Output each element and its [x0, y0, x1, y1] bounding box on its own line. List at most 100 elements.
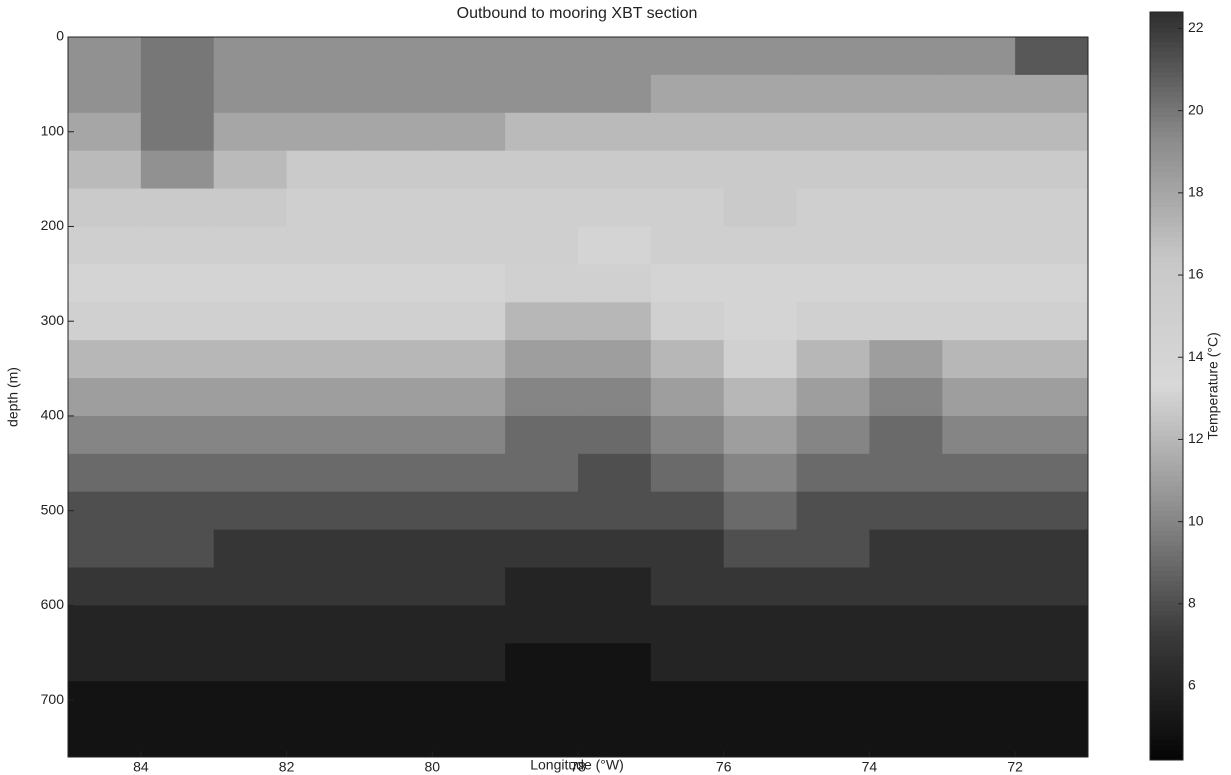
heat-cell — [68, 567, 142, 606]
heat-cell — [213, 37, 288, 76]
colorbar-strip — [1150, 680, 1183, 686]
heat-cell — [213, 302, 288, 341]
colorbar-tick-label: 10 — [1188, 512, 1204, 528]
heat-cell — [286, 150, 360, 190]
heat-cell — [213, 188, 288, 227]
heat-cell — [213, 74, 288, 114]
heat-cell — [650, 491, 725, 531]
heat-cell — [869, 378, 943, 417]
colorbar-strip — [1150, 595, 1183, 601]
heat-cell — [723, 453, 798, 493]
heat-cell — [650, 302, 725, 341]
colorbar-strip — [1150, 301, 1183, 307]
colorbar-strip — [1150, 191, 1183, 198]
heat-cell — [505, 529, 579, 569]
heat-cell — [942, 529, 1016, 569]
colorbar-strip — [1150, 390, 1183, 397]
colorbar-strip — [1150, 321, 1183, 327]
heat-cell — [650, 378, 725, 417]
heat-cell — [213, 529, 288, 569]
colorbar-strip — [1150, 31, 1183, 38]
heat-cell — [796, 188, 870, 227]
colorbar-strip — [1150, 520, 1183, 527]
heat-cell — [869, 302, 943, 341]
heat-cell — [68, 188, 142, 227]
heat-cell — [140, 340, 215, 379]
heat-cell — [359, 491, 433, 531]
heat-cell — [286, 37, 360, 76]
heat-cell — [796, 37, 870, 76]
colorbar-strip — [1150, 465, 1183, 472]
heat-cell — [140, 605, 215, 644]
heat-cell — [286, 605, 360, 644]
heat-cell — [723, 681, 798, 720]
heat-cell — [650, 112, 725, 152]
heat-cell — [286, 226, 360, 265]
heat-cell — [1015, 605, 1089, 644]
heat-cell — [1015, 340, 1089, 379]
heat-cell — [578, 453, 652, 493]
heat-cell — [578, 529, 652, 569]
heat-cell — [140, 188, 215, 227]
colorbar-strip — [1150, 176, 1183, 183]
heat-cell — [68, 74, 142, 114]
heat-cell — [1015, 264, 1089, 303]
heat-cell — [68, 605, 142, 644]
heat-cell — [869, 453, 943, 493]
heat-cell — [942, 681, 1016, 720]
heat-cell — [869, 37, 943, 76]
heat-cell — [432, 302, 506, 341]
colorbar-strip — [1150, 430, 1183, 437]
colorbar-strip — [1150, 166, 1183, 173]
colorbar-strip — [1150, 131, 1183, 138]
heat-cell — [578, 719, 652, 758]
colorbar-strip — [1150, 415, 1183, 422]
x-tick-label: 74 — [862, 759, 878, 775]
heat-cell — [505, 188, 579, 227]
colorbar-strip — [1150, 286, 1183, 292]
heat-cell — [942, 567, 1016, 606]
heat-cell — [286, 681, 360, 720]
colorbar-strip — [1150, 351, 1183, 357]
heat-cell — [213, 415, 288, 455]
heat-cell — [578, 567, 652, 606]
colorbar-strip — [1150, 216, 1183, 222]
heat-cell — [1015, 150, 1089, 190]
colorbar-strip — [1150, 311, 1183, 317]
heat-cell — [286, 453, 360, 493]
colorbar-strip — [1150, 470, 1183, 477]
heat-cell — [869, 529, 943, 569]
heat-cell — [359, 340, 433, 379]
heat-cell — [1015, 378, 1089, 417]
colorbar-tick-label: 16 — [1188, 266, 1204, 282]
colorbar-strip — [1150, 21, 1183, 28]
colorbar-strip — [1150, 710, 1183, 716]
colorbar-strip — [1150, 271, 1183, 277]
heat-cell — [942, 37, 1016, 76]
colorbar-strip — [1150, 400, 1183, 407]
heat-cell — [359, 415, 433, 455]
heat-cell — [942, 643, 1016, 682]
colorbar-strip — [1150, 276, 1183, 282]
heat-cell — [432, 719, 506, 758]
colorbar-strip — [1150, 76, 1183, 83]
heat-cell — [723, 491, 798, 531]
heat-cell — [505, 226, 579, 265]
colorbar-strip — [1150, 615, 1183, 621]
colorbar-strip — [1150, 296, 1183, 302]
heat-cell — [140, 681, 215, 720]
heat-cell — [68, 302, 142, 341]
heat-cell — [650, 453, 725, 493]
colorbar-strip — [1150, 590, 1183, 596]
colorbar-strip — [1150, 291, 1183, 297]
colorbar-strip — [1150, 720, 1183, 726]
heat-cell — [869, 74, 943, 114]
heat-cell — [942, 264, 1016, 303]
heat-cell — [578, 150, 652, 190]
colorbar-strip — [1150, 161, 1183, 168]
heat-cell — [796, 74, 870, 114]
heat-cell — [723, 188, 798, 227]
colorbar-strip — [1150, 376, 1183, 382]
heat-cell — [942, 188, 1016, 227]
x-tick-label: 82 — [279, 759, 295, 775]
